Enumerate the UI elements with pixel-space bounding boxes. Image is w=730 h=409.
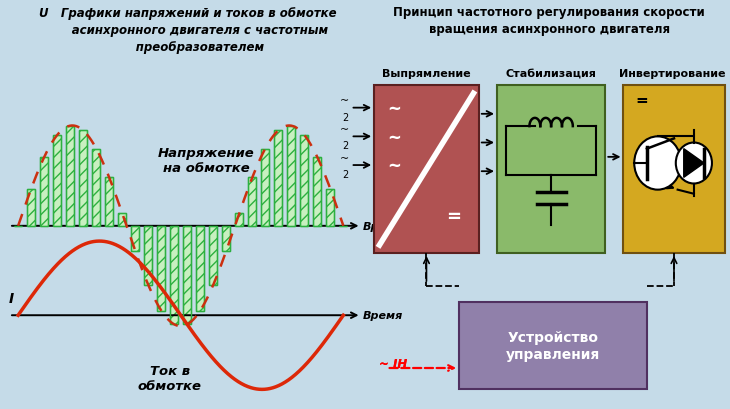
Bar xyxy=(274,131,283,226)
Bar xyxy=(157,226,165,311)
Text: U   Графики напряжений и токов в обмотке
      асинхронного двигателя с частотны: U Графики напряжений и токов в обмотке а… xyxy=(39,7,337,54)
Text: Время: Время xyxy=(364,221,404,231)
Text: 2: 2 xyxy=(342,141,349,151)
Bar xyxy=(27,189,35,226)
Text: Устройство
управления: Устройство управления xyxy=(506,330,600,361)
Bar xyxy=(288,126,296,226)
Bar xyxy=(248,178,256,226)
Text: 2: 2 xyxy=(342,170,349,180)
Bar xyxy=(66,126,74,226)
Bar xyxy=(53,136,61,226)
Bar xyxy=(118,214,126,226)
FancyBboxPatch shape xyxy=(497,86,605,254)
Bar xyxy=(300,136,308,226)
Text: =: = xyxy=(446,208,461,226)
Bar xyxy=(40,158,48,226)
Text: ~: ~ xyxy=(339,125,349,135)
Bar xyxy=(313,158,321,226)
Text: Время: Время xyxy=(364,310,404,320)
Bar xyxy=(105,178,113,226)
Bar xyxy=(27,189,35,226)
Bar xyxy=(105,178,113,226)
Bar xyxy=(53,136,61,226)
Circle shape xyxy=(676,143,712,184)
Bar xyxy=(248,178,256,226)
Bar xyxy=(118,214,126,226)
Text: ~: ~ xyxy=(387,99,401,117)
Text: Стабилизация: Стабилизация xyxy=(506,69,596,79)
Bar xyxy=(92,149,100,226)
Bar xyxy=(326,189,334,226)
Bar xyxy=(80,131,87,226)
Bar xyxy=(196,226,204,311)
Bar xyxy=(145,226,152,285)
FancyBboxPatch shape xyxy=(459,303,647,389)
Circle shape xyxy=(634,137,681,190)
Bar xyxy=(288,126,296,226)
Text: Напряжение
на обмотке: Напряжение на обмотке xyxy=(158,147,255,175)
Bar xyxy=(66,126,74,226)
Text: ~: ~ xyxy=(339,96,349,106)
Bar xyxy=(235,214,243,226)
Text: ~: ~ xyxy=(339,153,349,163)
Bar xyxy=(223,226,230,251)
Bar xyxy=(261,149,269,226)
FancyBboxPatch shape xyxy=(623,86,725,254)
Bar xyxy=(210,226,218,285)
Text: ~ IН: ~ IН xyxy=(380,357,408,371)
Text: Выпрямление: Выпрямление xyxy=(382,69,471,79)
Text: Ток в
обмотке: Ток в обмотке xyxy=(138,364,202,393)
Text: ~: ~ xyxy=(387,157,401,175)
Bar xyxy=(223,226,230,251)
Text: ~ ІН: ~ ІН xyxy=(380,357,408,371)
Bar xyxy=(170,226,178,325)
Text: I: I xyxy=(9,292,14,306)
Bar xyxy=(313,158,321,226)
Bar xyxy=(210,226,218,285)
Bar xyxy=(300,136,308,226)
Bar xyxy=(235,214,243,226)
Bar xyxy=(326,189,334,226)
Bar xyxy=(131,226,139,251)
Text: ~: ~ xyxy=(387,128,401,146)
Text: Инвертирование: Инвертирование xyxy=(619,69,726,79)
Text: Принцип частотного регулирования скорости
вращения асинхронного двигателя: Принцип частотного регулирования скорост… xyxy=(393,6,705,36)
Text: =: = xyxy=(635,93,648,108)
Polygon shape xyxy=(684,149,704,178)
Bar xyxy=(196,226,204,311)
Bar xyxy=(40,158,48,226)
Bar xyxy=(170,226,178,325)
FancyBboxPatch shape xyxy=(374,86,479,254)
Bar xyxy=(157,226,165,311)
Bar xyxy=(183,226,191,325)
Bar xyxy=(274,131,283,226)
Bar xyxy=(145,226,152,285)
Bar xyxy=(261,149,269,226)
Bar xyxy=(183,226,191,325)
Bar xyxy=(80,131,87,226)
Bar xyxy=(131,226,139,251)
Text: 2: 2 xyxy=(342,112,349,122)
Bar xyxy=(92,149,100,226)
